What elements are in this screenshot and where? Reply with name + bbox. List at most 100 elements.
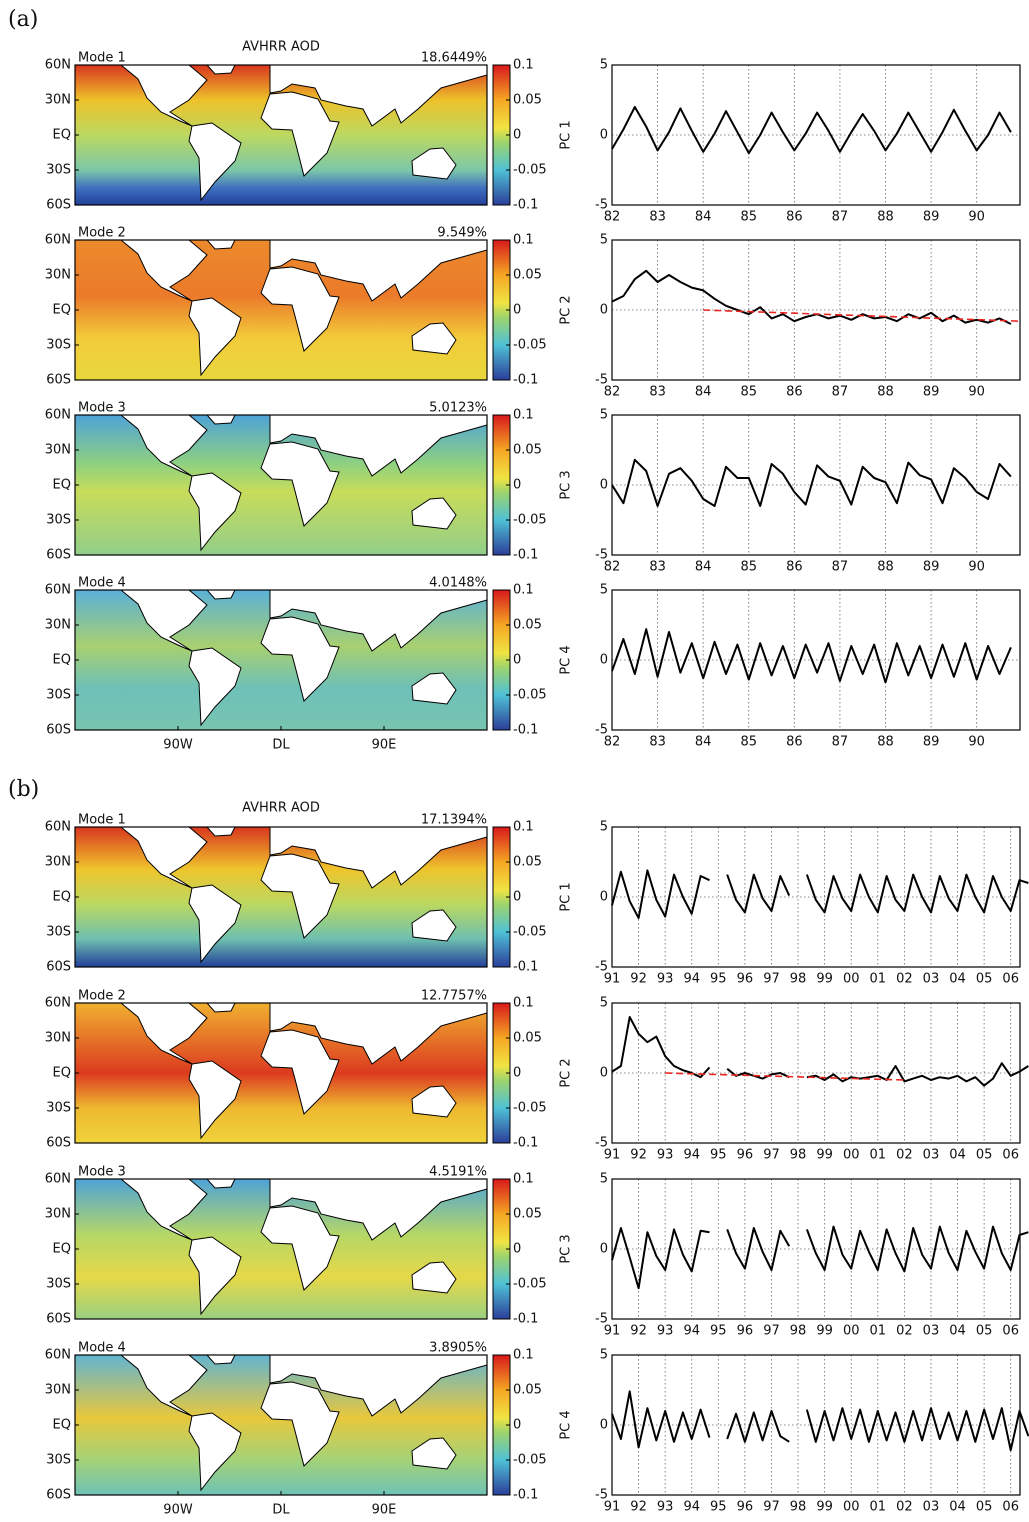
- x-tick-label: 04: [949, 1324, 966, 1339]
- x-tick-label: 00: [843, 1148, 860, 1163]
- colorbar-tick-label: 0: [513, 653, 521, 668]
- x-tick-label: 87: [832, 385, 849, 400]
- pc-line: [611, 106, 1012, 155]
- mode-name: Mode 1: [78, 813, 126, 828]
- pc-axis-label: PC 1: [559, 120, 574, 149]
- colorbar-tick-label: -0.1: [513, 198, 538, 213]
- lat-tick-label: EQ: [53, 1418, 71, 1433]
- variance: 3.8905%: [429, 1341, 487, 1356]
- x-tick-label: 90: [968, 735, 985, 750]
- x-tick-label: 89: [923, 210, 940, 225]
- y-tick-label: 5: [600, 820, 608, 835]
- x-tick-label: 90: [968, 560, 985, 575]
- lat-tick-label: 30N: [45, 443, 71, 458]
- colorbar-tick-label: 0.05: [513, 93, 542, 108]
- y-tick-label: 0: [600, 303, 608, 318]
- x-tick-label: 01: [870, 1500, 887, 1515]
- x-tick-label: 94: [683, 1324, 700, 1339]
- x-tick-label: 87: [832, 560, 849, 575]
- colorbar-tick-label: 0: [513, 303, 521, 318]
- colorbar-tick-label: 0.05: [513, 268, 542, 283]
- pc-line: [611, 869, 1029, 919]
- pc-line: [611, 1225, 1029, 1290]
- y-tick-label: -5: [595, 723, 608, 738]
- pc-axis-label: PC 3: [559, 1234, 574, 1263]
- lon-tick-label: 90E: [372, 1503, 397, 1518]
- y-tick-label: 5: [600, 233, 608, 248]
- lat-tick-label: 60S: [46, 548, 71, 563]
- lat-tick-label: EQ: [53, 478, 71, 493]
- colorbar-tick-label: -0.1: [513, 1136, 538, 1151]
- y-tick-label: 0: [600, 1242, 608, 1257]
- x-tick-label: 98: [790, 1148, 807, 1163]
- colorbar-tick-label: 0.1: [513, 820, 534, 835]
- x-tick-label: 99: [816, 1324, 833, 1339]
- variance: 18.6449%: [421, 51, 487, 66]
- colorbar-tick-label: 0.05: [513, 1207, 542, 1222]
- x-tick-label: 99: [816, 1500, 833, 1515]
- x-tick-label: 03: [923, 1500, 940, 1515]
- x-tick-label: 03: [923, 1324, 940, 1339]
- x-tick-label: 82: [604, 735, 621, 750]
- y-tick-label: -5: [595, 373, 608, 388]
- x-tick-label: 86: [786, 385, 803, 400]
- x-tick-label: 82: [604, 560, 621, 575]
- colorbar-tick-label: 0.1: [513, 1172, 534, 1187]
- y-tick-label: -5: [595, 548, 608, 563]
- x-tick-label: 96: [737, 1500, 754, 1515]
- x-tick-label: 01: [870, 972, 887, 987]
- lat-tick-label: EQ: [53, 128, 71, 143]
- x-tick-label: 05: [976, 1324, 993, 1339]
- map-title: AVHRR AOD: [242, 801, 320, 816]
- x-tick-label: 89: [923, 735, 940, 750]
- pc-frame: [611, 589, 1021, 731]
- x-tick-label: 94: [683, 972, 700, 987]
- x-tick-label: 92: [630, 972, 647, 987]
- mode-name: Mode 4: [78, 576, 126, 591]
- pc-axis-label: PC 4: [559, 1410, 574, 1439]
- x-tick-label: 06: [1002, 1500, 1019, 1515]
- x-tick-label: 04: [949, 972, 966, 987]
- lat-tick-label: 30S: [46, 1453, 71, 1468]
- x-tick-label: 05: [976, 1148, 993, 1163]
- x-tick-label: 95: [710, 972, 727, 987]
- x-tick-label: 88: [877, 560, 894, 575]
- x-tick-label: 84: [695, 385, 712, 400]
- x-tick-label: 85: [740, 385, 757, 400]
- y-tick-label: -5: [595, 960, 608, 975]
- colorbar-tick-label: -0.1: [513, 1312, 538, 1327]
- lon-tick-label: 90E: [372, 738, 397, 753]
- lat-tick-label: 60S: [46, 198, 71, 213]
- x-tick-label: 06: [1002, 972, 1019, 987]
- x-tick-label: 98: [790, 1500, 807, 1515]
- x-tick-label: 99: [816, 972, 833, 987]
- x-tick-label: 87: [832, 210, 849, 225]
- mode-name: Mode 3: [78, 401, 126, 416]
- pc-frame: [611, 239, 1021, 381]
- x-tick-label: 93: [657, 1500, 674, 1515]
- lat-tick-label: 60N: [45, 583, 71, 598]
- lat-tick-label: 60S: [46, 960, 71, 975]
- x-tick-label: 90: [968, 210, 985, 225]
- y-tick-label: 5: [600, 583, 608, 598]
- x-tick-label: 89: [923, 385, 940, 400]
- x-tick-label: 97: [763, 1148, 780, 1163]
- colorbar-tick-label: 0.1: [513, 583, 534, 598]
- colorbar-tick-label: 0.1: [513, 233, 534, 248]
- panel-label: (b): [8, 777, 39, 802]
- x-tick-label: 00: [843, 972, 860, 987]
- x-tick-label: 82: [604, 385, 621, 400]
- y-tick-label: -5: [595, 1488, 608, 1503]
- lon-tick-label: 90W: [163, 738, 193, 753]
- x-tick-label: 90: [968, 385, 985, 400]
- lon-tick-label: DL: [272, 1503, 290, 1518]
- colorbar-tick-label: -0.1: [513, 960, 538, 975]
- lat-tick-label: 60S: [46, 1312, 71, 1327]
- mode-name: Mode 3: [78, 1165, 126, 1180]
- colorbar-tick-label: -0.1: [513, 723, 538, 738]
- lat-tick-label: 60N: [45, 820, 71, 835]
- pc-frame: [611, 64, 1021, 206]
- variance: 4.0148%: [429, 576, 487, 591]
- colorbar-tick-label: 0: [513, 1242, 521, 1257]
- x-tick-label: 93: [657, 1324, 674, 1339]
